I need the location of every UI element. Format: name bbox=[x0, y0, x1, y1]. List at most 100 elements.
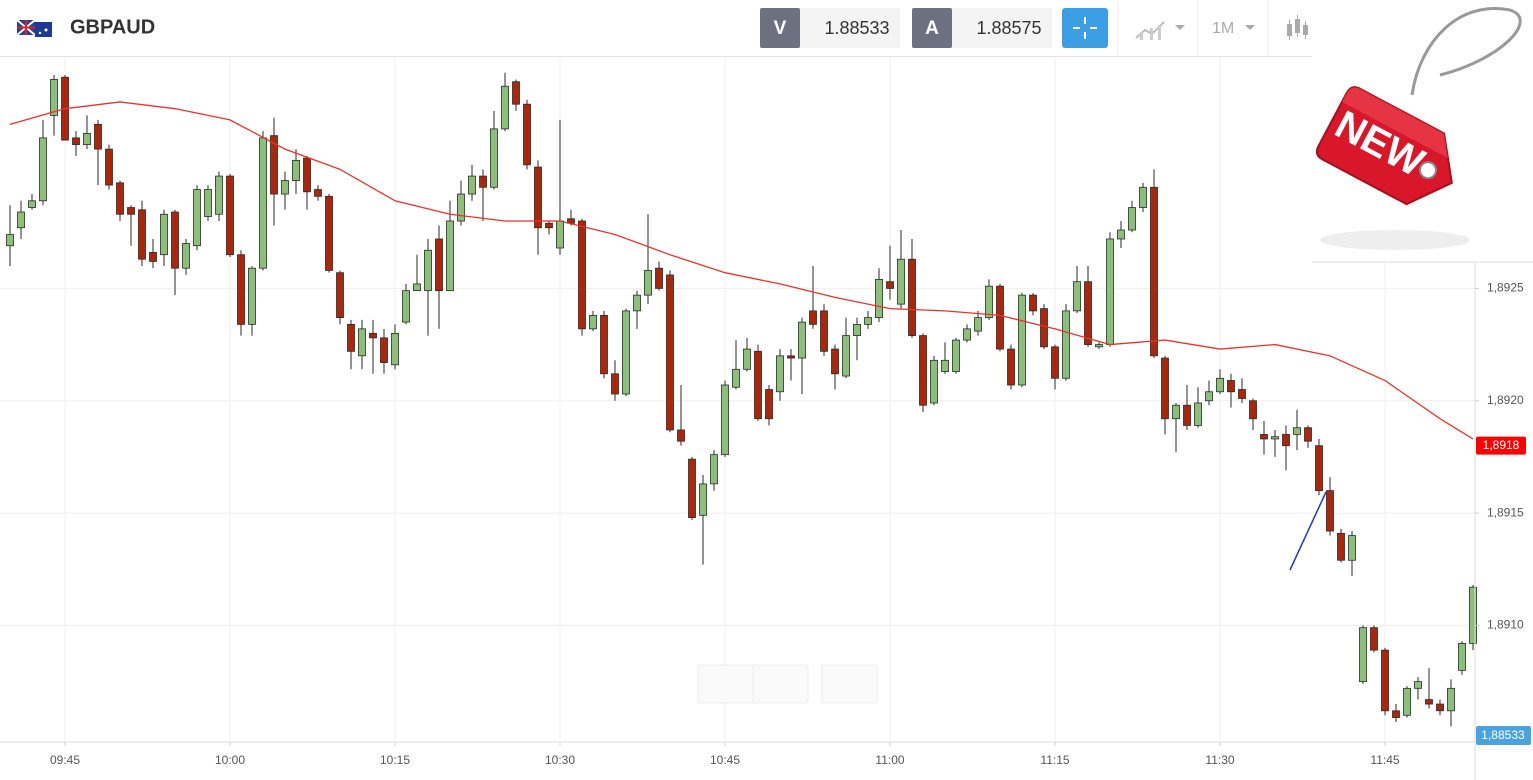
timeframe-caret bbox=[1245, 25, 1255, 30]
candle-body bbox=[864, 317, 872, 325]
candle-body bbox=[1161, 357, 1169, 420]
candle-body bbox=[1139, 186, 1147, 208]
candle-body bbox=[1326, 490, 1334, 532]
candle-body bbox=[556, 220, 564, 249]
candle-body bbox=[116, 182, 124, 215]
candle-icon[interactable] bbox=[1287, 15, 1308, 40]
candle-body bbox=[1084, 281, 1092, 345]
candle-body bbox=[391, 332, 399, 366]
ma-tag: 1,8918 bbox=[1483, 438, 1520, 452]
candle-body bbox=[270, 135, 278, 195]
ask-box[interactable] bbox=[952, 8, 1052, 48]
candle-body bbox=[1337, 532, 1345, 561]
candle-body bbox=[589, 314, 597, 330]
candle-body bbox=[930, 359, 938, 404]
x-tick-label: 09:45 bbox=[50, 753, 80, 767]
candle-body bbox=[468, 175, 476, 195]
candle-body bbox=[1150, 186, 1158, 357]
y-tick-label: 1,8925 bbox=[1487, 281, 1524, 295]
candle-body bbox=[1293, 427, 1301, 435]
candle-body bbox=[545, 222, 553, 229]
candle-body bbox=[1282, 434, 1290, 447]
candle-body bbox=[787, 355, 795, 359]
candle-body bbox=[963, 328, 971, 341]
candle-body bbox=[1172, 404, 1180, 420]
y-tick-label: 1,8920 bbox=[1487, 393, 1524, 407]
candle-body bbox=[1018, 294, 1026, 386]
candle-body bbox=[424, 249, 432, 292]
bid-tag-box bbox=[1476, 726, 1531, 745]
candle-body bbox=[853, 323, 861, 336]
candle-body bbox=[666, 274, 674, 431]
candle-body bbox=[1370, 627, 1378, 651]
candle-body bbox=[1447, 687, 1455, 712]
candle-body bbox=[875, 279, 883, 319]
ask-label: A bbox=[925, 18, 939, 39]
x-tick-label: 11:30 bbox=[1205, 753, 1234, 767]
reset-button[interactable] bbox=[821, 664, 878, 704]
candle-body bbox=[677, 429, 685, 442]
candle-body bbox=[314, 189, 322, 197]
candle-body bbox=[710, 454, 718, 485]
candle-body bbox=[1348, 535, 1356, 561]
bid-price: 1.88533 bbox=[824, 18, 889, 38]
candle-body bbox=[776, 355, 784, 393]
candle-body bbox=[1227, 380, 1235, 393]
x-tick-label: 11:45 bbox=[1370, 753, 1399, 767]
toolbar bbox=[0, 0, 1312, 56]
candle-body bbox=[193, 189, 201, 247]
candle-body bbox=[578, 220, 586, 330]
candle-body bbox=[413, 283, 421, 292]
candle-body bbox=[1095, 344, 1103, 348]
candle-body bbox=[831, 348, 839, 375]
candle-body bbox=[149, 252, 157, 262]
candle-body bbox=[644, 270, 652, 296]
candle-body bbox=[435, 238, 443, 292]
candle-body bbox=[303, 157, 311, 193]
trend-line bbox=[1289, 491, 1327, 571]
ma-tag-box bbox=[1476, 436, 1526, 455]
candle-body bbox=[490, 128, 498, 188]
nav-buttons bbox=[697, 664, 878, 704]
candle-body bbox=[1183, 404, 1191, 426]
candle-body bbox=[1205, 391, 1213, 402]
bid-box[interactable] bbox=[800, 8, 900, 48]
candle-body bbox=[512, 81, 520, 105]
timeframe[interactable]: 1M bbox=[1212, 20, 1234, 37]
candle-body bbox=[1128, 207, 1136, 231]
candle-body bbox=[523, 103, 531, 166]
candle-body bbox=[83, 132, 91, 146]
candle-body bbox=[1062, 310, 1070, 379]
x-tick-label: 11:00 bbox=[875, 753, 904, 767]
candle-body bbox=[809, 310, 817, 325]
new-badge: NEW bbox=[1315, 7, 1522, 250]
candle-body bbox=[50, 79, 58, 116]
candle-body bbox=[501, 85, 509, 130]
y-tick-label: 1,8915 bbox=[1487, 505, 1524, 519]
candle-body bbox=[226, 175, 234, 256]
candle-body bbox=[974, 317, 982, 332]
candle-body bbox=[721, 384, 729, 456]
candle-body bbox=[996, 285, 1004, 350]
candle-body bbox=[1304, 427, 1312, 442]
crosshair-icon bbox=[1073, 17, 1097, 39]
moving-average bbox=[9, 101, 1474, 440]
candle-body bbox=[182, 243, 190, 269]
candle-body bbox=[600, 314, 608, 375]
candle-body bbox=[1073, 281, 1081, 312]
candle-body bbox=[908, 258, 916, 336]
candle-body bbox=[72, 137, 80, 146]
crosshair-button[interactable] bbox=[1062, 8, 1108, 48]
candle-body bbox=[446, 220, 454, 292]
chart-type-button[interactable] bbox=[1135, 21, 1185, 40]
candle-body bbox=[798, 321, 806, 359]
candle-body bbox=[622, 310, 630, 395]
plot bbox=[6, 72, 1477, 727]
candle-body bbox=[1392, 710, 1400, 718]
candle-body bbox=[1029, 294, 1037, 312]
candle-body bbox=[1414, 681, 1422, 689]
candle-body bbox=[1271, 436, 1279, 440]
candle-body bbox=[6, 234, 14, 247]
